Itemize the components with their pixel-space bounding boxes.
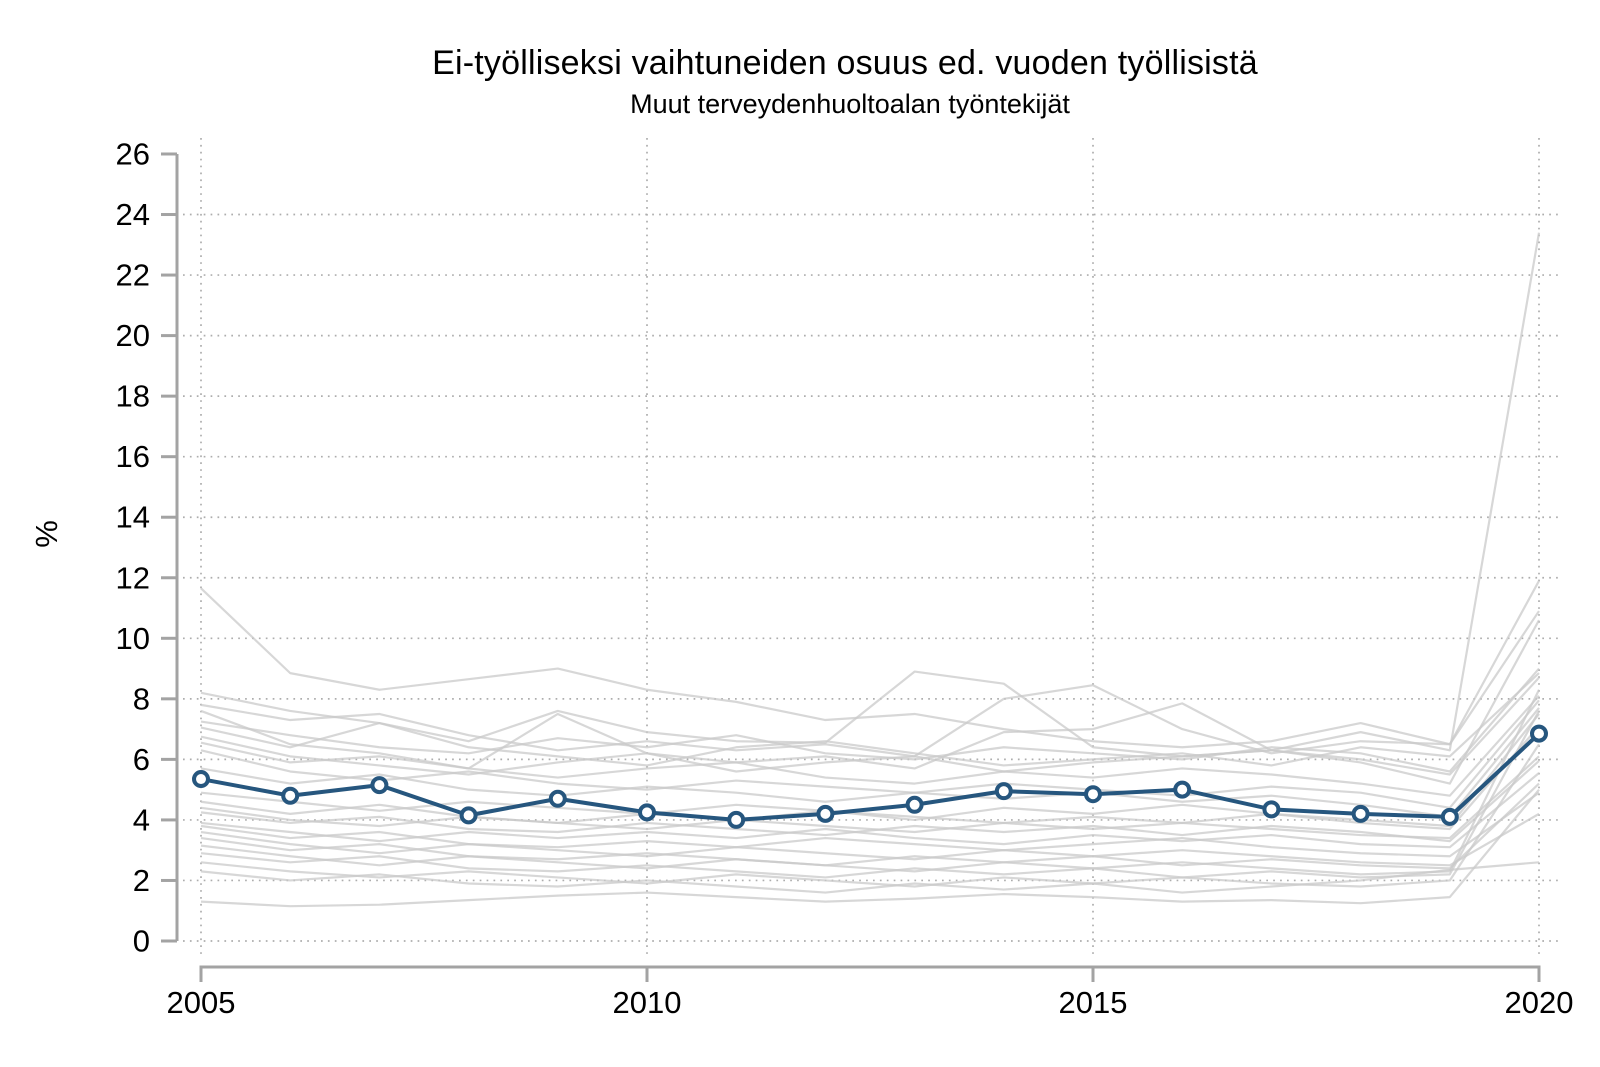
chart-subtitle: Muut terveydenhuoltoalan työntekijät xyxy=(630,89,1070,119)
series-line-other xyxy=(200,580,1540,758)
axes xyxy=(161,152,1541,982)
y-tick-label: 16 xyxy=(116,439,150,474)
series-line-other xyxy=(200,713,1540,828)
data-point-marker xyxy=(1262,800,1281,819)
data-point-marker xyxy=(994,782,1013,801)
data-point-marker xyxy=(727,810,746,829)
series-line-other xyxy=(200,743,1540,888)
y-tick-label: 10 xyxy=(116,621,150,656)
series-line-other xyxy=(200,587,1540,749)
series-line-other xyxy=(200,710,1540,879)
y-tick-label: 12 xyxy=(116,560,150,595)
y-tick-label: 24 xyxy=(116,197,150,232)
series-line-other xyxy=(200,788,1540,908)
series-line-other xyxy=(200,232,1541,758)
series-line-other xyxy=(200,689,1540,876)
data-point-marker xyxy=(816,804,835,823)
series-line-other xyxy=(200,676,1540,776)
data-point-marker xyxy=(192,770,210,789)
data-point-marker xyxy=(548,789,567,808)
y-tick-label: 4 xyxy=(133,802,150,837)
series-line-other xyxy=(200,695,1540,797)
data-point-marker xyxy=(459,806,478,825)
data-point-marker xyxy=(1530,724,1548,743)
x-tick-label: 2015 xyxy=(1059,985,1128,1020)
series-line-highlight xyxy=(200,732,1541,822)
y-tick-label: 8 xyxy=(133,681,150,716)
series-line-other xyxy=(200,672,1540,767)
series-line-other xyxy=(200,812,1540,867)
y-tick-label: 0 xyxy=(133,924,150,959)
data-point-marker xyxy=(1173,780,1192,799)
y-tick-label: 6 xyxy=(133,742,150,777)
x-tick-label: 2020 xyxy=(1505,985,1574,1020)
series-line-other xyxy=(200,791,1540,858)
y-tick-label: 26 xyxy=(116,136,150,171)
y-tick-label: 22 xyxy=(116,258,150,293)
series-line-other xyxy=(200,760,1540,843)
series-line-other xyxy=(200,782,1540,870)
series-line-other xyxy=(200,772,1540,849)
data-point-marker xyxy=(1084,785,1102,804)
y-tick-label: 18 xyxy=(116,379,150,414)
series-line-other xyxy=(200,707,1540,818)
data-point-marker xyxy=(281,786,300,805)
data-point-marker xyxy=(1440,807,1459,826)
data-point-marker xyxy=(370,776,389,795)
background-series xyxy=(200,232,1541,908)
y-tick-label: 14 xyxy=(116,500,150,535)
data-point-marker xyxy=(638,803,656,822)
series-line-other xyxy=(200,755,1540,840)
y-tick-label: 20 xyxy=(116,318,150,353)
x-tick-label: 2010 xyxy=(613,985,682,1020)
series-line-other xyxy=(200,699,1540,809)
chart-title: Ei-työlliseksi vaihtuneiden osuus ed. vu… xyxy=(432,44,1258,82)
data-point-marker xyxy=(905,795,924,814)
y-tick-label: 2 xyxy=(133,863,150,898)
series-line-other xyxy=(200,725,1540,831)
series-line-other xyxy=(200,861,1540,894)
series-line-other xyxy=(200,667,1540,773)
highlight-series xyxy=(192,724,1548,829)
data-point-marker xyxy=(1351,804,1370,823)
x-tick-label: 2005 xyxy=(167,985,236,1020)
